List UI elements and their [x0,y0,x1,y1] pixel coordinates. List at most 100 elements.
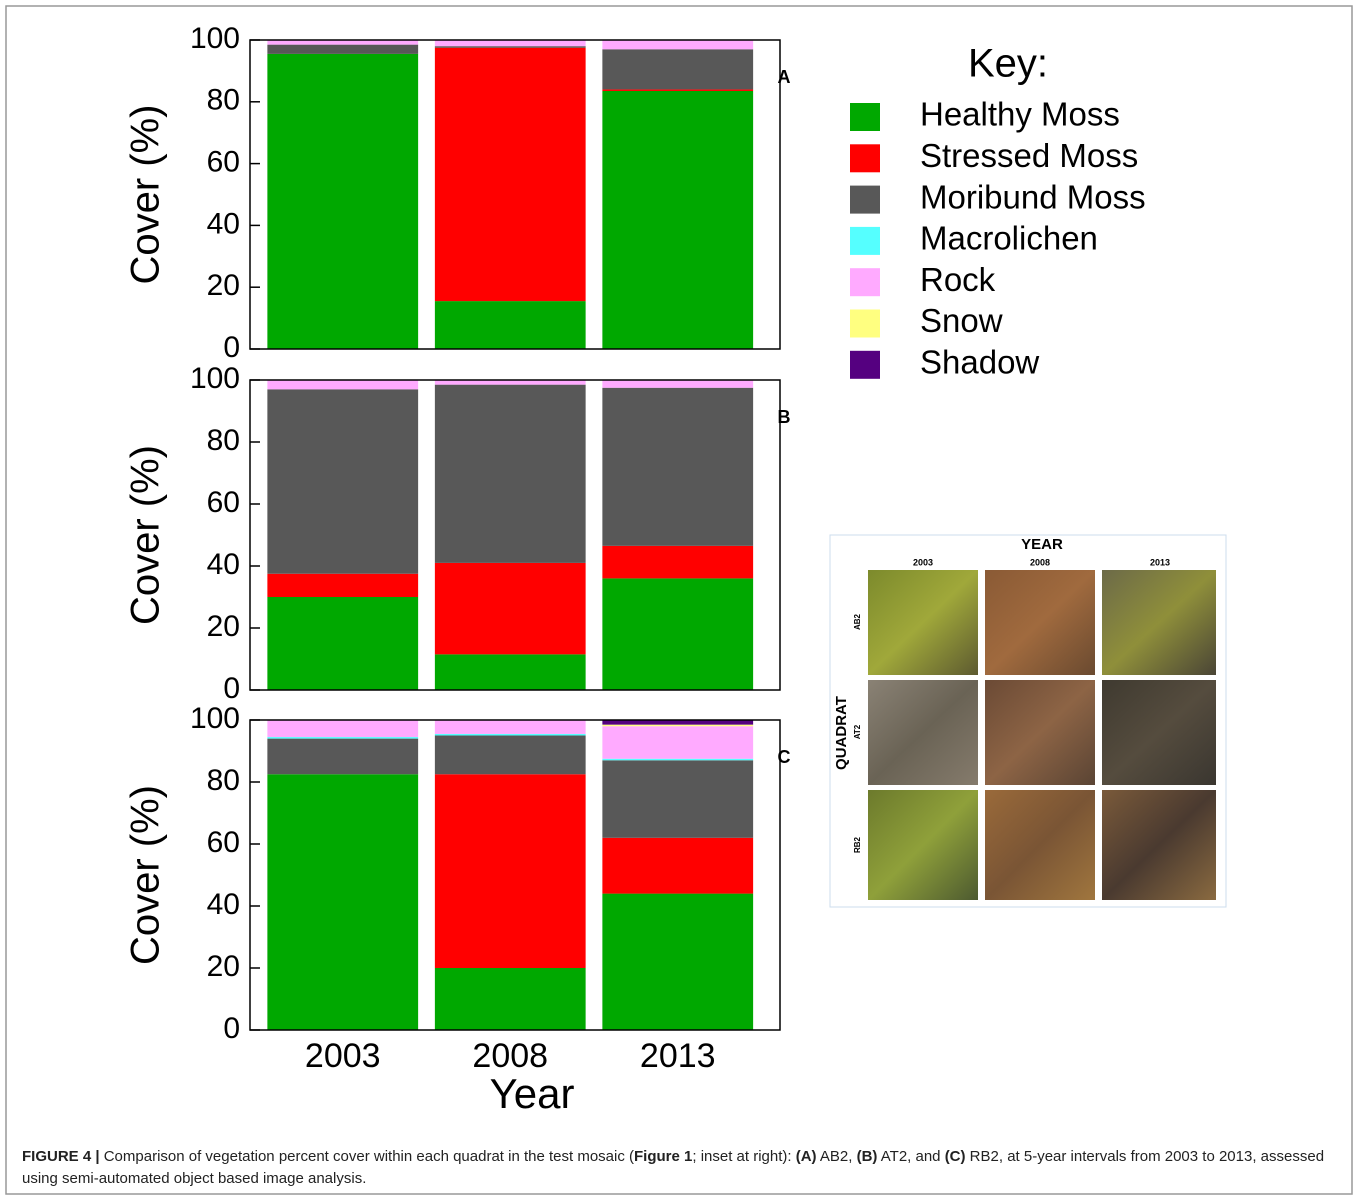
y-tick-label: 40 [207,207,240,240]
x-axis-label: Year [490,1070,575,1117]
inset-quadrat: AT2 [853,724,862,739]
caption: FIGURE 4 | Comparison of vegetation perc… [22,1146,1332,1190]
caption-text: Comparison of vegetation percent cover w… [104,1148,634,1165]
caption-ref: (C) [945,1148,966,1165]
caption-text: ; inset at right): [692,1148,795,1165]
bar-segment [602,546,753,579]
bar-segment [267,739,418,775]
photo [985,570,1095,675]
inset-year: 2013 [1150,557,1170,567]
bar-segment [602,578,753,690]
bar-segment [435,301,586,349]
caption-ref: (B) [857,1148,878,1165]
bar-segment [602,894,753,1030]
bar-segment [602,49,753,89]
x-tick-label: 2008 [472,1037,548,1075]
inset: YEAR 2003 2008 2013 QUADRAT AB2 AT2 RB2 [830,535,1226,907]
legend-label: Moribund Moss [920,178,1146,215]
legend-label: Macrolichen [920,220,1098,257]
legend-label: Healthy Moss [920,96,1120,133]
panel-label: A [778,67,791,87]
bar-segment [435,734,586,736]
y-tick-label: 60 [207,826,240,859]
bar-segment [602,388,753,546]
inset-ylabel: QUADRAT [833,696,850,770]
bar-segment [267,45,418,54]
legend-swatch [850,351,880,379]
caption-ref: (A) [796,1148,817,1165]
y-tick-label: 100 [190,362,240,395]
y-tick-label: 100 [190,22,240,55]
bar-segment [602,40,753,49]
bar-segment [267,574,418,597]
legend-swatch [850,103,880,131]
legend-swatch [850,144,880,172]
y-axis-label: Cover (%) [124,445,168,625]
x-tick-label: 2013 [640,1037,716,1075]
y-tick-label: 60 [207,146,240,179]
y-tick-label: 20 [207,269,240,302]
bar-segment [602,726,753,759]
caption-text: AT2, and [877,1148,944,1165]
inset-quadrat: RB2 [853,836,862,853]
bar-segment [602,838,753,894]
bar-segment [602,760,753,838]
bar-segment [435,774,586,968]
y-tick-label: 80 [207,84,240,117]
bar-segment [435,46,586,48]
legend-swatch [850,310,880,338]
photo [985,790,1095,900]
caption-label: FIGURE 4 | [22,1148,104,1165]
bar-segment [267,720,418,737]
legend-swatch [850,227,880,255]
y-tick-label: 80 [207,424,240,457]
photo [1102,680,1216,785]
bar-segment [267,597,418,690]
page: YEAR 2003 2008 2013 QUADRAT AB2 AT2 RB2 … [0,0,1358,1201]
panel-label: C [778,747,791,767]
bar-segment [602,380,753,388]
bar-segment [435,385,586,563]
bar-segment [267,737,418,739]
legend-swatch [850,186,880,214]
bar-segment [267,389,418,573]
bar-segment [435,48,586,301]
bar-segment [267,54,418,349]
photo [868,570,978,675]
y-tick-label: 100 [190,702,240,735]
y-axis-label: Cover (%) [124,104,168,284]
photo [1102,570,1216,675]
y-tick-label: 80 [207,764,240,797]
legend-label: Stressed Moss [920,137,1138,174]
legend-swatch [850,268,880,296]
y-tick-label: 0 [223,672,240,705]
legend-title: Key: [968,42,1048,86]
caption-ref: Figure 1 [634,1148,692,1165]
legend-label: Shadow [920,344,1039,381]
x-tick-label: 2003 [305,1037,381,1075]
inset-year: 2008 [1030,557,1050,567]
y-tick-label: 0 [223,1012,240,1045]
bar-segment [602,91,753,349]
figure: YEAR 2003 2008 2013 QUADRAT AB2 AT2 RB2 … [0,0,1358,1201]
caption-text: AB2, [817,1148,857,1165]
photo [985,680,1095,785]
y-tick-label: 0 [223,331,240,364]
bar-segment [602,725,753,727]
inset-year: 2003 [913,557,933,567]
y-axis-label: Cover (%) [124,785,168,965]
y-tick-label: 60 [207,486,240,519]
bar-segment [435,654,586,690]
y-tick-label: 20 [207,950,240,983]
bar-segment [267,774,418,1030]
photo [1102,790,1216,900]
bar-segment [602,89,753,91]
inset-title: YEAR [1021,536,1063,553]
y-tick-label: 40 [207,888,240,921]
bar-segment [435,720,586,734]
photo [868,790,978,900]
bar-segment [435,968,586,1030]
panel-label: B [778,407,791,427]
bar-segment [435,563,586,654]
bar-segment [267,380,418,389]
